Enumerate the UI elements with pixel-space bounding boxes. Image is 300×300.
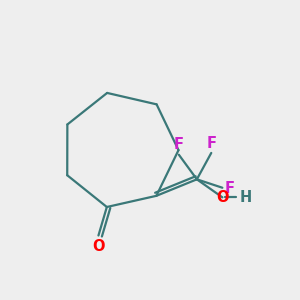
Text: O: O: [216, 190, 229, 205]
Text: H: H: [239, 190, 251, 205]
Text: F: F: [174, 137, 184, 152]
Text: F: F: [224, 182, 234, 196]
Text: F: F: [206, 136, 216, 151]
Text: O: O: [92, 239, 105, 254]
